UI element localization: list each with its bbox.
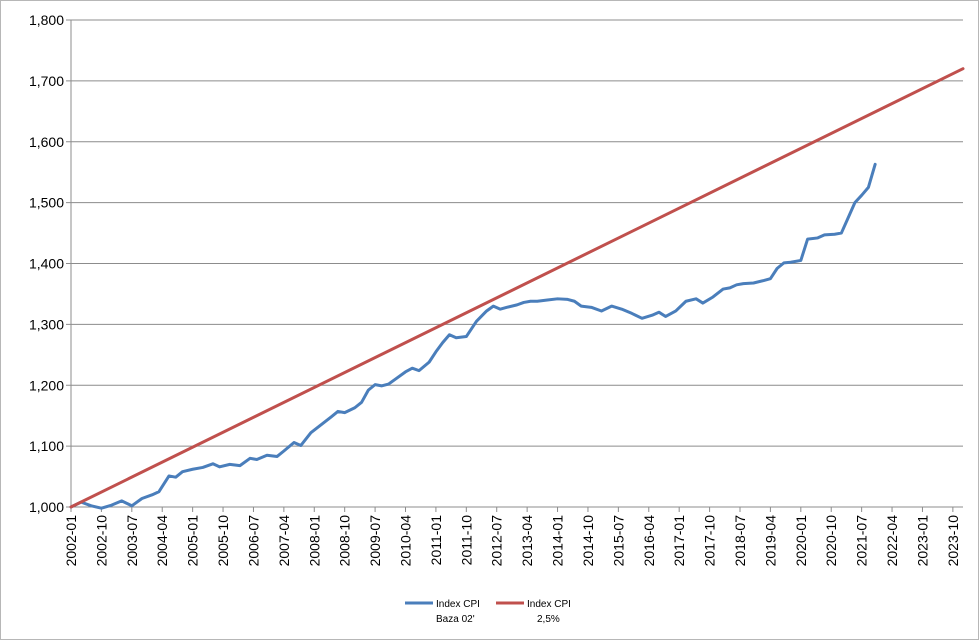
x-tick-label: 2002-10 xyxy=(93,515,109,567)
x-axis-tick-labels: 2002-01 2002-10 2003-07 2004-04 2005-01 2005-… xyxy=(63,515,961,567)
x-tick-label: 2016-04 xyxy=(641,515,657,567)
x-tick-label: 2011-10 xyxy=(458,515,474,566)
y-tick-label: 1,800 xyxy=(29,12,64,28)
axes xyxy=(66,19,963,512)
x-tick-label: 2020-01 xyxy=(793,515,809,567)
x-tick-label: 2005-10 xyxy=(215,515,231,567)
x-tick-label: 2017-01 xyxy=(671,515,687,567)
gridlines xyxy=(71,19,963,447)
x-tick-label: 2009-07 xyxy=(367,515,383,567)
series-lines xyxy=(69,67,965,510)
x-tick-label: 2014-01 xyxy=(550,515,566,567)
x-tick-label: 2012-07 xyxy=(489,515,505,567)
y-axis-tick-labels: 1,000 1,100 1,200 1,300 1,400 1,500 1,600 1,700… xyxy=(29,12,64,515)
y-tick-label: 1,500 xyxy=(29,195,64,211)
x-tick-label: 2010-04 xyxy=(398,515,414,567)
x-tick-label: 2015-07 xyxy=(610,515,626,567)
legend: Index CPI Baza 02' Index CPI 2,5% xyxy=(405,599,571,625)
x-tick-label: 2017-10 xyxy=(702,515,718,567)
series-line-cpi-2-5 xyxy=(69,67,965,509)
x-tick-label: 2008-01 xyxy=(306,515,322,567)
x-tick-label: 2005-01 xyxy=(185,515,201,567)
x-tick-label: 2007-04 xyxy=(276,515,292,567)
x-tick-label: 2008-10 xyxy=(337,515,353,567)
y-tick-label: 1,400 xyxy=(29,256,64,272)
legend-label-cpi-base-line2: Baza 02' xyxy=(436,614,475,625)
x-tick-label: 2013-04 xyxy=(519,515,535,567)
y-tick-label: 1,200 xyxy=(29,377,64,393)
legend-label-cpi-2-5-line1: Index CPI xyxy=(527,599,571,610)
x-tick-label: 2011-01 xyxy=(428,515,444,566)
y-tick-label: 1,000 xyxy=(29,499,64,515)
x-tick-label: 2004-04 xyxy=(154,515,170,567)
y-tick-label: 1,600 xyxy=(29,134,64,150)
x-tick-label: 2020-10 xyxy=(823,515,839,567)
legend-label-cpi-base-line1: Index CPI xyxy=(436,599,480,610)
x-tick-label: 2003-07 xyxy=(124,515,140,567)
x-tick-label: 2021-07 xyxy=(854,515,870,567)
x-tick-label: 2023-01 xyxy=(914,515,930,567)
x-tick-label: 2006-07 xyxy=(245,515,261,567)
x-tick-label: 2023-10 xyxy=(945,515,961,567)
x-tick-label: 2002-01 xyxy=(63,515,79,567)
y-tick-label: 1,700 xyxy=(29,73,64,89)
series-line-cpi-base xyxy=(69,162,877,510)
x-tick-label: 2018-07 xyxy=(732,515,748,567)
x-tick-label: 2022-04 xyxy=(884,515,900,567)
legend-label-cpi-2-5-line2: 2,5% xyxy=(537,614,560,625)
y-tick-label: 1,300 xyxy=(29,316,64,332)
y-tick-label: 1,100 xyxy=(29,438,64,454)
x-tick-label: 2014-10 xyxy=(580,515,596,567)
x-tick-label: 2019-04 xyxy=(762,515,778,567)
